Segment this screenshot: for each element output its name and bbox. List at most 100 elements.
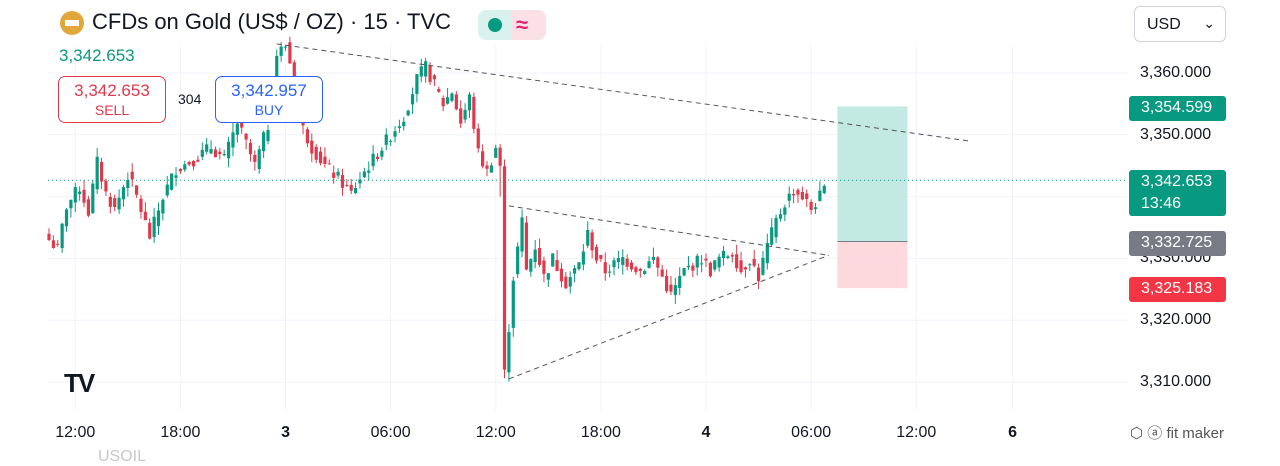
candle-body <box>410 94 415 105</box>
candle-body <box>419 66 423 77</box>
candle-body <box>78 191 82 195</box>
candle-body <box>327 163 331 165</box>
watermark-text: fit maker <box>1166 425 1224 442</box>
candle-body <box>174 175 178 178</box>
candle-body <box>358 179 362 184</box>
candle-body <box>389 140 393 142</box>
candle-body <box>686 265 691 268</box>
candle-body <box>305 129 310 144</box>
candle-body <box>178 168 182 172</box>
candle-body <box>546 273 550 280</box>
candle-body <box>502 166 507 370</box>
candle-body <box>314 146 318 160</box>
candle-body <box>244 133 248 140</box>
candle-body <box>594 246 599 261</box>
gold-coin-icon <box>60 11 84 35</box>
y-tick-label: 3,360.000 <box>1140 64 1212 81</box>
triangle-lower-line <box>508 254 829 380</box>
candle-body <box>187 162 191 165</box>
candle-body <box>533 249 537 263</box>
x-tick-label: 06:00 <box>791 424 832 441</box>
candle-body <box>332 172 336 178</box>
currency-select[interactable]: USD ⌄ <box>1134 6 1226 42</box>
candle-body <box>770 227 774 245</box>
buy-button[interactable]: 3,342.957 BUY <box>215 76 323 123</box>
wave-icon: ≈ <box>516 12 529 37</box>
candle-body <box>621 257 625 265</box>
candle-body <box>664 275 669 292</box>
candle-body <box>143 211 147 221</box>
candle-body <box>537 247 542 265</box>
candle-body <box>318 151 323 164</box>
profit-zone <box>837 106 908 242</box>
next-symbol-faint: USOIL <box>98 448 147 465</box>
candle-body <box>292 62 296 84</box>
sell-button[interactable]: 3,342.653 SELL <box>58 76 166 123</box>
candle-body <box>756 267 761 282</box>
candle-body <box>375 156 380 159</box>
x-tick-label: 12:00 <box>55 424 96 441</box>
candle-body <box>577 262 581 270</box>
candle-body <box>467 94 472 111</box>
candle-body <box>748 264 752 266</box>
candle-body <box>266 130 270 142</box>
candle-body <box>240 122 244 128</box>
candle-body <box>643 271 647 274</box>
candle-body <box>494 147 498 158</box>
candle-body <box>69 199 73 209</box>
candle-body <box>99 161 104 182</box>
candle-body <box>437 88 441 92</box>
candle-body <box>783 207 787 215</box>
candle-body <box>739 260 743 273</box>
current-price-value: 3,342.653 <box>1141 173 1213 190</box>
candle-body <box>629 262 634 270</box>
x-tick-label: 12:00 <box>896 424 937 441</box>
candle-body <box>367 170 371 173</box>
bar-countdown: 13:46 <box>1141 195 1182 212</box>
candle-body <box>152 216 156 238</box>
candle-body <box>634 267 638 273</box>
x-tick-label: 6 <box>1008 424 1018 441</box>
candle-body <box>559 268 564 282</box>
candle-body <box>581 251 585 265</box>
x-tick-label: 12:00 <box>475 424 516 441</box>
candle-body <box>275 55 279 93</box>
candle-body <box>200 149 204 157</box>
market-status-pill[interactable]: ≈ <box>478 10 546 40</box>
x-tick-label: 18:00 <box>580 424 621 441</box>
symbol-title[interactable]: CFDs on Gold (US$ / OZ) · 15 · TVC <box>92 9 452 34</box>
candle-body <box>121 187 126 200</box>
candle-body <box>362 171 366 178</box>
candle-body <box>279 46 283 56</box>
x-tick-label: 4 <box>701 424 711 441</box>
candle-body <box>542 260 546 274</box>
candle-body <box>393 131 397 137</box>
candle-body <box>507 332 511 373</box>
candle-body <box>647 261 651 268</box>
candle-body <box>428 65 432 83</box>
candle-body <box>283 46 288 48</box>
candle-body <box>713 260 717 270</box>
candle-body <box>73 187 77 203</box>
candle-body <box>218 151 222 155</box>
candle-body <box>384 134 388 145</box>
candle-body <box>82 189 86 203</box>
candle-body <box>735 254 739 269</box>
candle-body <box>148 222 152 239</box>
candle-body <box>323 156 327 164</box>
buy-price: 3,342.957 <box>231 81 307 100</box>
candle-body <box>520 217 524 252</box>
candle-body <box>445 97 450 104</box>
candle-body <box>56 243 60 245</box>
candle-body <box>191 160 196 167</box>
candle-body <box>130 171 134 180</box>
candle-body <box>117 197 121 210</box>
candle-body <box>60 223 64 248</box>
candle-body <box>660 269 664 277</box>
candle-body <box>183 164 187 170</box>
candle-body <box>397 126 401 128</box>
candle-body <box>818 190 822 202</box>
candle-body <box>349 184 353 191</box>
candle-body <box>253 154 257 162</box>
